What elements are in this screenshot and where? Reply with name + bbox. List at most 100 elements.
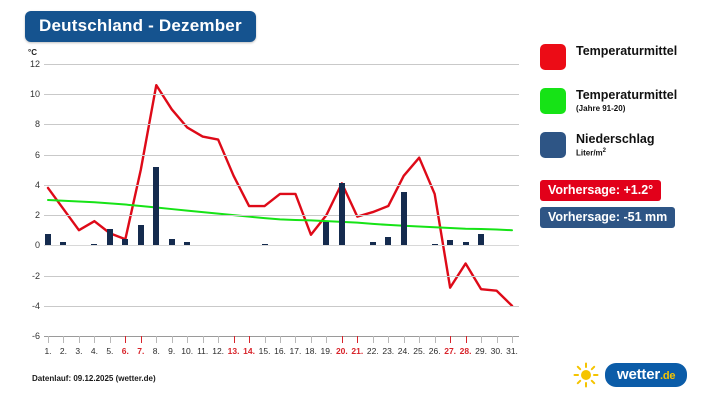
precipitation-bar [447, 240, 454, 246]
temperature-normal-line [47, 199, 513, 232]
x-tick-label: 16. [274, 346, 286, 356]
x-tick [63, 336, 65, 343]
x-tick [140, 336, 142, 343]
legend-item-precipitation: Niederschlag Liter/m2 [540, 132, 715, 162]
sun-icon [573, 362, 599, 388]
precipitation-bar [137, 224, 144, 246]
precipitation-bar [369, 241, 376, 246]
x-tick [280, 336, 281, 343]
x-tick [187, 336, 189, 343]
x-tick-label: 20. [335, 346, 348, 356]
x-tick-label: 26. [428, 346, 441, 356]
legend-swatch-green [540, 88, 566, 114]
x-tick-label: 23. [382, 346, 395, 356]
legend-swatch-red [540, 44, 566, 70]
temperature-line [46, 83, 514, 307]
x-tick-label: 9. [168, 346, 176, 356]
precipitation-bar [122, 238, 129, 246]
x-tick-label: 4. [90, 346, 98, 356]
y-tick-label: -4 [31, 300, 40, 311]
x-tick-label: 31. [506, 346, 518, 356]
chart-series-svg [46, 83, 514, 307]
y-axis-labels: 12 10 8 6 4 2 0 -2 -4 -6 [0, 59, 40, 341]
x-tick [326, 336, 328, 343]
y-tick-label: 0 [34, 240, 40, 251]
x-tick-label: 12. [212, 346, 225, 356]
logo-tld: .de [659, 370, 676, 382]
precipitation-bar [400, 192, 407, 246]
x-tick-label: 1. [44, 346, 52, 356]
x-tick-label: 13. [227, 346, 240, 356]
precipitation-bar [91, 243, 98, 246]
legend-item-temperature: Temperaturmittel [540, 44, 715, 74]
gridline [44, 154, 519, 156]
x-tick-label: 3. [75, 346, 83, 356]
x-tick [357, 336, 359, 343]
x-tick-label: 28. [459, 346, 472, 356]
forecast-precipitation-badge: Vorhersage: -51 mm [540, 207, 676, 228]
gridline [44, 215, 519, 217]
x-tick-label: 6. [121, 346, 129, 356]
x-tick [233, 336, 235, 343]
legend-label-temperature: Temperaturmittel [576, 44, 678, 58]
y-axis-unit-label: °C [28, 48, 37, 57]
x-axis-line [44, 336, 519, 337]
x-tick-label: 10. [181, 346, 194, 356]
x-tick-label: 21. [351, 346, 364, 356]
precipitation-bar [106, 228, 113, 246]
x-tick [78, 336, 80, 343]
x-tick-label: 8. [152, 346, 160, 356]
page-title: Deutschland - Dezember [25, 11, 256, 42]
x-tick-label: 19. [320, 346, 333, 356]
x-tick [156, 336, 158, 343]
gridline [44, 184, 519, 186]
x-tick [512, 336, 513, 343]
x-tick [434, 336, 436, 343]
gridline [44, 64, 519, 65]
precipitation-bar [60, 241, 67, 246]
legend-swatch-blue [540, 132, 566, 158]
legend-label-precipitation: Niederschlag [576, 132, 655, 146]
x-tick-label: 22. [366, 346, 379, 356]
x-tick [310, 336, 312, 343]
x-tick [419, 336, 421, 343]
y-tick-label: 6 [34, 149, 40, 160]
precipitation-bar [323, 221, 330, 246]
y-tick-label: -2 [31, 270, 40, 281]
x-tick-label: 29. [475, 346, 487, 356]
x-tick [295, 336, 297, 343]
x-tick [264, 336, 266, 343]
y-tick-label: 2 [34, 210, 40, 221]
precipitation-bar [462, 242, 469, 246]
gridline [44, 275, 519, 277]
legend-label-temperature-normal: Temperaturmittel [576, 88, 678, 102]
y-tick-label: 12 [29, 59, 40, 69]
wetter-de-logo[interactable]: wetter.de [573, 362, 688, 388]
x-tick [48, 336, 49, 343]
legend-sublabel-period: (Jahre 91-20) [576, 104, 626, 114]
logo-text: wetter [617, 366, 660, 383]
x-tick [388, 336, 390, 343]
x-tick-label: 18. [305, 346, 317, 356]
x-tick [125, 336, 127, 343]
y-tick-label: 8 [34, 119, 40, 130]
data-run-timestamp: Datenlauf: 09.12.2025 (wetter.de) [32, 374, 156, 383]
x-tick [94, 336, 96, 343]
y-tick-label: 10 [29, 89, 40, 100]
chart-legend: Temperaturmittel Temperaturmittel (Jahre… [540, 44, 715, 228]
precipitation-bar [261, 243, 268, 246]
x-tick [202, 336, 204, 343]
legend-sublabel-unit: Liter/m2 [576, 148, 607, 159]
logo-pill: wetter.de [605, 363, 688, 387]
precipitation-bar [338, 182, 345, 246]
precipitation-bar [45, 234, 51, 246]
forecast-temperature-badge: Vorhersage: +1.2° [540, 180, 662, 201]
x-tick-label: 25. [413, 346, 426, 356]
x-tick [171, 336, 173, 343]
x-tick-label: 5. [106, 346, 114, 356]
x-tick [450, 336, 452, 343]
precipitation-bar [168, 239, 175, 246]
x-tick-label: 11. [197, 346, 209, 356]
x-tick [109, 336, 111, 343]
